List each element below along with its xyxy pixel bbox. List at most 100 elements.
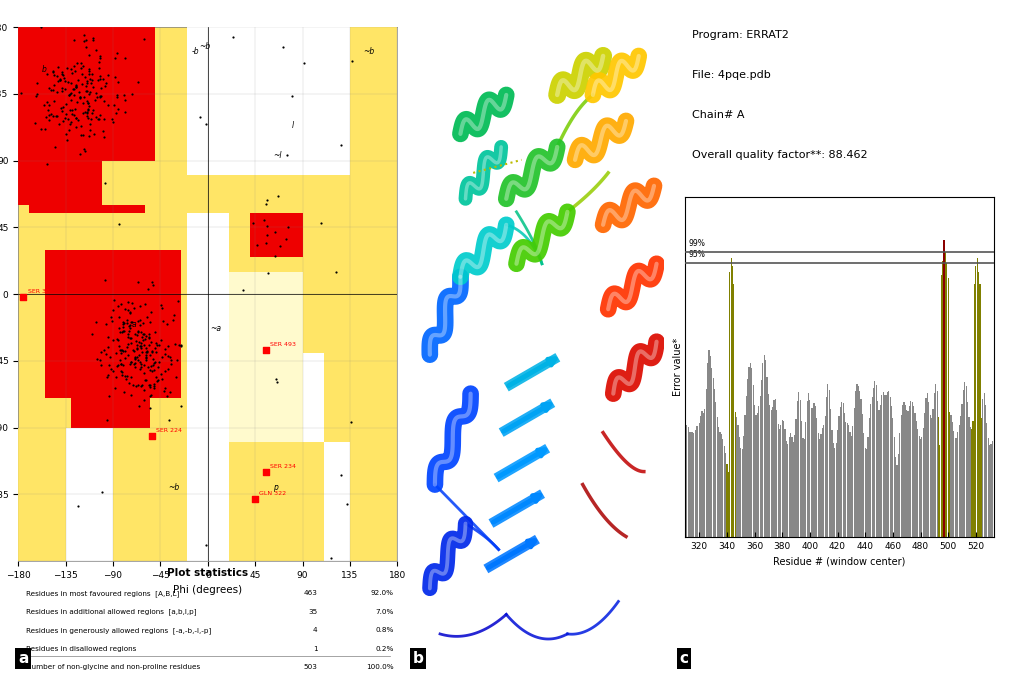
Bar: [716, 403, 717, 537]
Point: [169, 355, 185, 366]
Bar: [718, 427, 719, 537]
Point: [78, 41, 94, 52]
Point: [245, 218, 261, 228]
Point: [117, 106, 133, 117]
Bar: [228, 443, 324, 561]
Bar: [947, 278, 948, 537]
Bar: [746, 396, 747, 537]
Bar: [814, 403, 815, 537]
Point: [62, 118, 78, 129]
Point: [121, 306, 137, 317]
Bar: [967, 402, 969, 537]
Point: [92, 91, 108, 102]
Point: [259, 194, 275, 205]
Point: [106, 100, 122, 111]
Text: 100.0%: 100.0%: [366, 664, 393, 670]
Point: [259, 230, 275, 241]
Point: [78, 71, 94, 82]
Point: [137, 298, 154, 309]
Point: [129, 355, 146, 366]
Point: [235, 285, 251, 296]
Point: [130, 316, 147, 327]
Point: [114, 326, 130, 337]
Text: 4: 4: [313, 627, 317, 633]
Point: [131, 314, 148, 325]
Point: [89, 92, 105, 103]
Bar: [187, 428, 228, 561]
Point: [144, 366, 160, 377]
Bar: [826, 397, 827, 537]
Bar: [841, 402, 842, 537]
Point: [66, 35, 82, 46]
Text: 1: 1: [313, 646, 317, 651]
Point: [75, 130, 91, 141]
Point: [97, 275, 113, 286]
Point: [130, 327, 147, 338]
Bar: [71, 398, 150, 428]
Point: [60, 135, 76, 146]
Bar: [879, 410, 880, 537]
Bar: [934, 394, 935, 537]
Bar: [208, 428, 228, 561]
Bar: [811, 408, 812, 537]
Point: [171, 339, 187, 350]
Text: 503: 503: [304, 664, 317, 670]
Point: [115, 325, 131, 336]
Point: [36, 100, 53, 111]
Point: [130, 401, 147, 411]
Point: [162, 352, 178, 362]
Point: [79, 95, 95, 106]
Bar: [905, 405, 906, 537]
Bar: [962, 390, 963, 537]
Bar: [758, 407, 759, 537]
Point: [74, 78, 90, 89]
Bar: [861, 413, 863, 537]
Text: -b: -b: [192, 47, 199, 56]
Point: [57, 113, 73, 124]
Point: [109, 92, 125, 103]
Point: [40, 100, 57, 111]
Point: [154, 351, 170, 362]
Bar: [942, 260, 943, 537]
Point: [267, 226, 283, 237]
Point: [119, 342, 135, 353]
Bar: [713, 378, 714, 537]
Point: [88, 112, 104, 123]
Point: [75, 107, 91, 118]
Point: [249, 239, 265, 250]
Point: [323, 552, 339, 563]
Point: [45, 96, 62, 107]
Point: [173, 401, 189, 411]
Bar: [913, 407, 914, 537]
Text: ~a: ~a: [210, 324, 220, 333]
Point: [150, 375, 166, 386]
Bar: [925, 398, 927, 537]
Bar: [778, 429, 780, 537]
Point: [328, 267, 344, 277]
Bar: [930, 415, 931, 537]
Bar: [250, 487, 324, 561]
Point: [47, 69, 63, 80]
Point: [116, 387, 132, 398]
Bar: [970, 428, 971, 537]
Point: [137, 355, 154, 366]
Bar: [696, 426, 698, 537]
Point: [134, 318, 151, 328]
Bar: [825, 416, 826, 537]
Point: [116, 304, 132, 315]
Point: [84, 328, 100, 339]
Point: [154, 303, 170, 313]
Point: [122, 356, 139, 367]
Point: [48, 110, 64, 121]
Bar: [908, 411, 909, 537]
Point: [100, 70, 116, 81]
Point: [112, 327, 128, 338]
Point: [29, 78, 45, 88]
Point: [143, 379, 159, 390]
Bar: [717, 417, 718, 537]
Bar: [899, 432, 901, 537]
Point: [147, 356, 163, 367]
Point: [28, 90, 44, 101]
Point: [80, 97, 96, 108]
Point: [93, 82, 109, 93]
